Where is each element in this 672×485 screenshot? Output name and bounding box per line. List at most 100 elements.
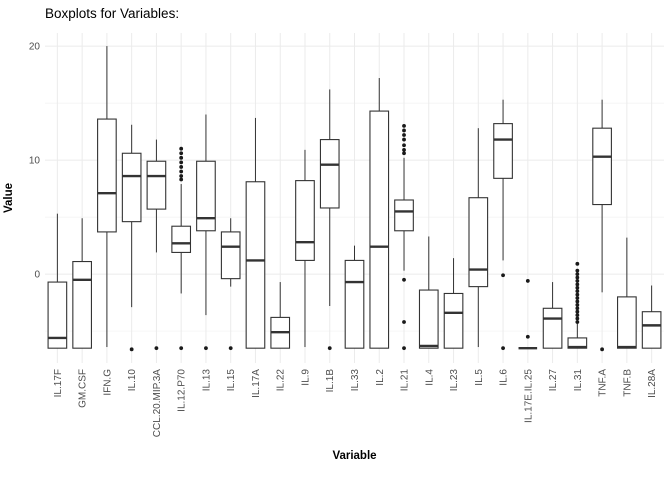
box xyxy=(641,311,662,349)
outlier-dot xyxy=(402,147,406,152)
x-tick-label: IL.13 xyxy=(201,369,212,392)
outlier-dot xyxy=(575,282,580,287)
box xyxy=(171,225,192,253)
outlier-dot xyxy=(575,316,580,321)
outlier-dot xyxy=(575,302,580,307)
outlier-dot xyxy=(402,277,406,282)
outlier-dot xyxy=(179,146,184,151)
box xyxy=(617,296,637,349)
box xyxy=(47,281,68,349)
outlier-dot xyxy=(402,124,406,128)
outlier-dot xyxy=(204,346,208,351)
x-tick-label: IL.22 xyxy=(276,369,287,392)
chart-title: Boxplots for Variables: xyxy=(45,6,180,21)
x-tick-label: IL.28A xyxy=(647,369,658,398)
outlier-dot xyxy=(179,177,184,182)
outlier-dot xyxy=(501,346,505,351)
box xyxy=(97,118,117,233)
x-tick-label: IL.17E.IL.25 xyxy=(523,369,534,423)
x-tick-label: IL.33 xyxy=(350,369,361,392)
outlier-dot xyxy=(228,346,233,351)
x-tick-label: IL.23 xyxy=(449,369,460,392)
outlier-dot xyxy=(525,279,530,283)
outlier-dot xyxy=(402,143,406,148)
x-tick-label: IL.31 xyxy=(573,369,584,392)
x-tick-label: IL.1B xyxy=(325,369,336,393)
outlier-dot xyxy=(575,299,580,304)
box xyxy=(592,127,612,206)
x-tick-label: CCL.20.MIP.3A xyxy=(152,369,163,438)
x-tick-label: IL.17F xyxy=(53,369,64,397)
outlier-dot xyxy=(575,261,580,266)
outlier-dot xyxy=(575,279,580,283)
x-tick-label: IL.12.P70 xyxy=(177,369,188,412)
box xyxy=(196,160,216,232)
x-tick-label: IL.9 xyxy=(300,369,311,386)
box xyxy=(72,260,92,349)
y-tick-label: 10 xyxy=(29,156,41,167)
x-axis-title: Variable xyxy=(332,450,377,462)
x-tick-label: IL.5 xyxy=(474,369,485,386)
outlier-dot xyxy=(402,133,406,137)
y-axis-title: Value xyxy=(3,182,15,214)
x-tick-label: TNF.A xyxy=(598,369,609,397)
outlier-dot xyxy=(154,346,159,351)
x-tick-label: TNF.B xyxy=(622,369,633,397)
x-tick-label: IL.15 xyxy=(226,369,237,392)
x-tick-label: IL.6 xyxy=(499,369,510,386)
outlier-dot xyxy=(575,296,580,300)
outlier-dot xyxy=(179,155,184,160)
box xyxy=(468,197,489,288)
box xyxy=(245,181,266,349)
x-tick-label: IL.2 xyxy=(375,369,386,386)
outlier-dot xyxy=(525,334,530,339)
y-tick-label: 0 xyxy=(34,270,40,281)
outlier-dot xyxy=(575,292,580,297)
outlier-dot xyxy=(575,313,580,318)
x-tick-label: IFN.G xyxy=(102,369,113,396)
outlier-dot xyxy=(575,275,580,280)
outlier-dot xyxy=(179,174,184,178)
box xyxy=(443,292,464,349)
box xyxy=(542,307,563,349)
outlier-dot xyxy=(575,268,580,273)
outlier-dot xyxy=(402,137,406,142)
box xyxy=(295,180,315,261)
outlier-dot xyxy=(575,285,580,290)
x-tick-label: IL.4 xyxy=(424,369,435,386)
outlier-dot xyxy=(402,151,406,156)
outlier-dot xyxy=(575,306,580,311)
outlier-dot xyxy=(129,347,134,352)
box xyxy=(220,231,241,280)
x-tick-label: IL.21 xyxy=(400,369,411,392)
box xyxy=(418,289,439,349)
outlier-dot xyxy=(179,346,184,351)
box xyxy=(493,123,513,179)
outlier-dot xyxy=(402,128,406,133)
outlier-dot xyxy=(501,273,505,278)
x-tick-label: GM.CSF xyxy=(78,369,89,408)
outlier-dot xyxy=(575,272,580,276)
outlier-dot xyxy=(402,346,406,351)
outlier-dot xyxy=(575,309,580,314)
outlier-dot xyxy=(327,346,332,351)
box xyxy=(319,139,340,209)
x-tick-label: IL.17A xyxy=(251,369,262,398)
outlier-dot xyxy=(402,320,406,324)
outlier-dot xyxy=(575,320,580,324)
y-tick-label: 20 xyxy=(29,42,41,53)
box xyxy=(344,259,365,349)
outlier-dot xyxy=(179,160,184,165)
outlier-dot xyxy=(600,347,604,352)
box xyxy=(121,152,142,223)
outlier-dot xyxy=(179,165,184,169)
x-tick-label: IL.27 xyxy=(548,369,559,392)
outlier-dot xyxy=(179,151,184,156)
outlier-dot xyxy=(575,289,580,294)
box xyxy=(394,199,414,232)
x-tick-label: IL.10 xyxy=(127,369,138,392)
box xyxy=(369,110,390,349)
box xyxy=(146,160,167,210)
